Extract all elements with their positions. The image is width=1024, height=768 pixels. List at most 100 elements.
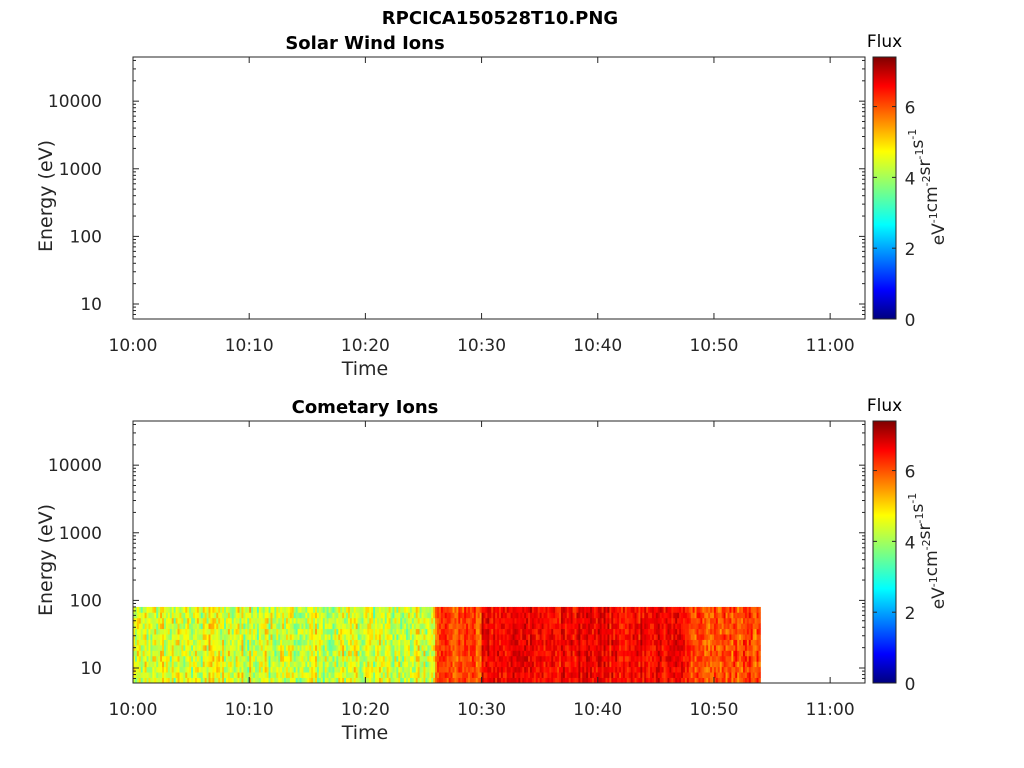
spectrogram-cell [305, 628, 308, 635]
spectrogram-cell [651, 639, 655, 646]
spectrogram-cell [642, 655, 645, 662]
spectrogram-cell [613, 650, 616, 657]
spectrogram-cell [156, 612, 159, 619]
spectrogram-cell [469, 628, 473, 635]
spectrogram-cell [682, 628, 686, 635]
spectrogram-cell [473, 628, 477, 635]
spectrogram-cell [537, 661, 541, 668]
spectrogram-cell [499, 677, 502, 684]
spectrogram-cell [134, 666, 138, 673]
spectrogram-cell [524, 666, 527, 673]
spectrogram-cell [210, 666, 213, 673]
spectrogram-cell [502, 677, 506, 684]
spectrogram-cell [365, 650, 368, 657]
spectrogram-cell [163, 655, 167, 662]
spectrogram-cell [276, 650, 279, 657]
spectrogram-cell [570, 612, 573, 619]
spectrogram-cell [475, 606, 479, 613]
spectrogram-cell [528, 666, 531, 673]
spectrogram-cell [177, 655, 180, 662]
spectrogram-cell [458, 617, 461, 624]
spectrogram-cell [247, 672, 250, 678]
spectrogram-cell [466, 623, 469, 630]
spectrogram-cell [282, 655, 285, 662]
spectrogram-cell [663, 644, 666, 651]
spectrogram-cell [222, 650, 225, 657]
spectrogram-cell [713, 639, 717, 646]
spectrogram-cell [475, 650, 479, 657]
spectrogram-cell [206, 650, 209, 657]
spectrogram-cell [562, 650, 566, 657]
spectrogram-cell [729, 606, 732, 613]
spectrogram-cell [216, 644, 219, 651]
spectrogram-cell [578, 666, 581, 673]
spectrogram-cell [177, 677, 180, 684]
spectrogram-cell [359, 650, 362, 657]
spectrogram-cell [756, 677, 759, 684]
spectrogram-cell [373, 623, 376, 630]
spectrogram-cell [293, 650, 297, 657]
spectrogram-cell [400, 644, 403, 651]
spectrogram-cell [289, 677, 293, 684]
spectrogram-cell [748, 612, 752, 619]
spectrogram-cell [173, 661, 177, 668]
spectrogram-cell [204, 672, 207, 678]
spectrogram-cell [642, 650, 645, 657]
spectrogram-cell [642, 672, 645, 678]
spectrogram-cell [621, 644, 624, 651]
spectrogram-cell [743, 650, 746, 657]
spectrogram-cell [456, 634, 459, 640]
spectrogram-cell [435, 677, 438, 684]
spectrogram-cell [483, 639, 486, 646]
spectrogram-cell [359, 666, 362, 673]
spectrogram-cell [264, 666, 268, 673]
spectrogram-cell [491, 655, 494, 662]
spectrogram-cell [413, 650, 417, 657]
spectrogram-cell [229, 677, 233, 684]
spectrogram-cell [634, 628, 637, 635]
spectrogram-cell [311, 639, 314, 646]
spectrogram-cell [444, 634, 448, 640]
spectrogram-cell [481, 677, 484, 684]
spectrogram-cell [694, 617, 697, 624]
spectrogram-cell [299, 628, 302, 635]
spectrogram-cell [158, 672, 161, 678]
spectrogram-cell [218, 617, 221, 624]
spectrogram-cell [617, 623, 620, 630]
spectrogram-cell [274, 612, 277, 619]
spectrogram-cell [148, 628, 151, 635]
spectrogram-cell [402, 612, 405, 619]
spectrogram-cell [297, 677, 300, 684]
spectrogram-cell [677, 628, 680, 635]
spectrogram-cell [344, 661, 347, 668]
spectrogram-cell [146, 677, 149, 684]
colorbar-title: Flux [867, 396, 902, 416]
spectrogram-cell [688, 655, 692, 662]
spectrogram-cell [702, 644, 705, 651]
spectrogram-cell [344, 628, 347, 635]
spectrogram-cell [162, 666, 165, 673]
spectrogram-cell [371, 639, 374, 646]
spectrogram-cell [369, 612, 372, 619]
spectrogram-cell [427, 661, 430, 668]
spectrogram-cell [160, 661, 163, 668]
spectrogram-cell [698, 639, 701, 646]
spectrogram-cell [551, 650, 554, 657]
spectrogram-cell [737, 661, 740, 668]
spectrogram-cell [464, 677, 467, 684]
spectrogram-cell [593, 606, 597, 613]
spectrogram-cell [237, 606, 240, 613]
spectrogram-cell [477, 617, 481, 624]
spectrogram-cell [557, 617, 560, 624]
spectrogram-cell [171, 634, 175, 640]
spectrogram-cell [435, 623, 438, 630]
spectrogram-cell [619, 634, 622, 640]
spectrogram-cell [712, 634, 715, 640]
spectrogram-cell [287, 644, 291, 651]
spectrogram-cell [636, 628, 639, 635]
spectrogram-cell [373, 606, 376, 613]
spectrogram-cell [706, 639, 709, 646]
spectrogram-cell [640, 661, 643, 668]
spectrogram-cell [477, 606, 481, 613]
spectrogram-cell [332, 650, 335, 657]
